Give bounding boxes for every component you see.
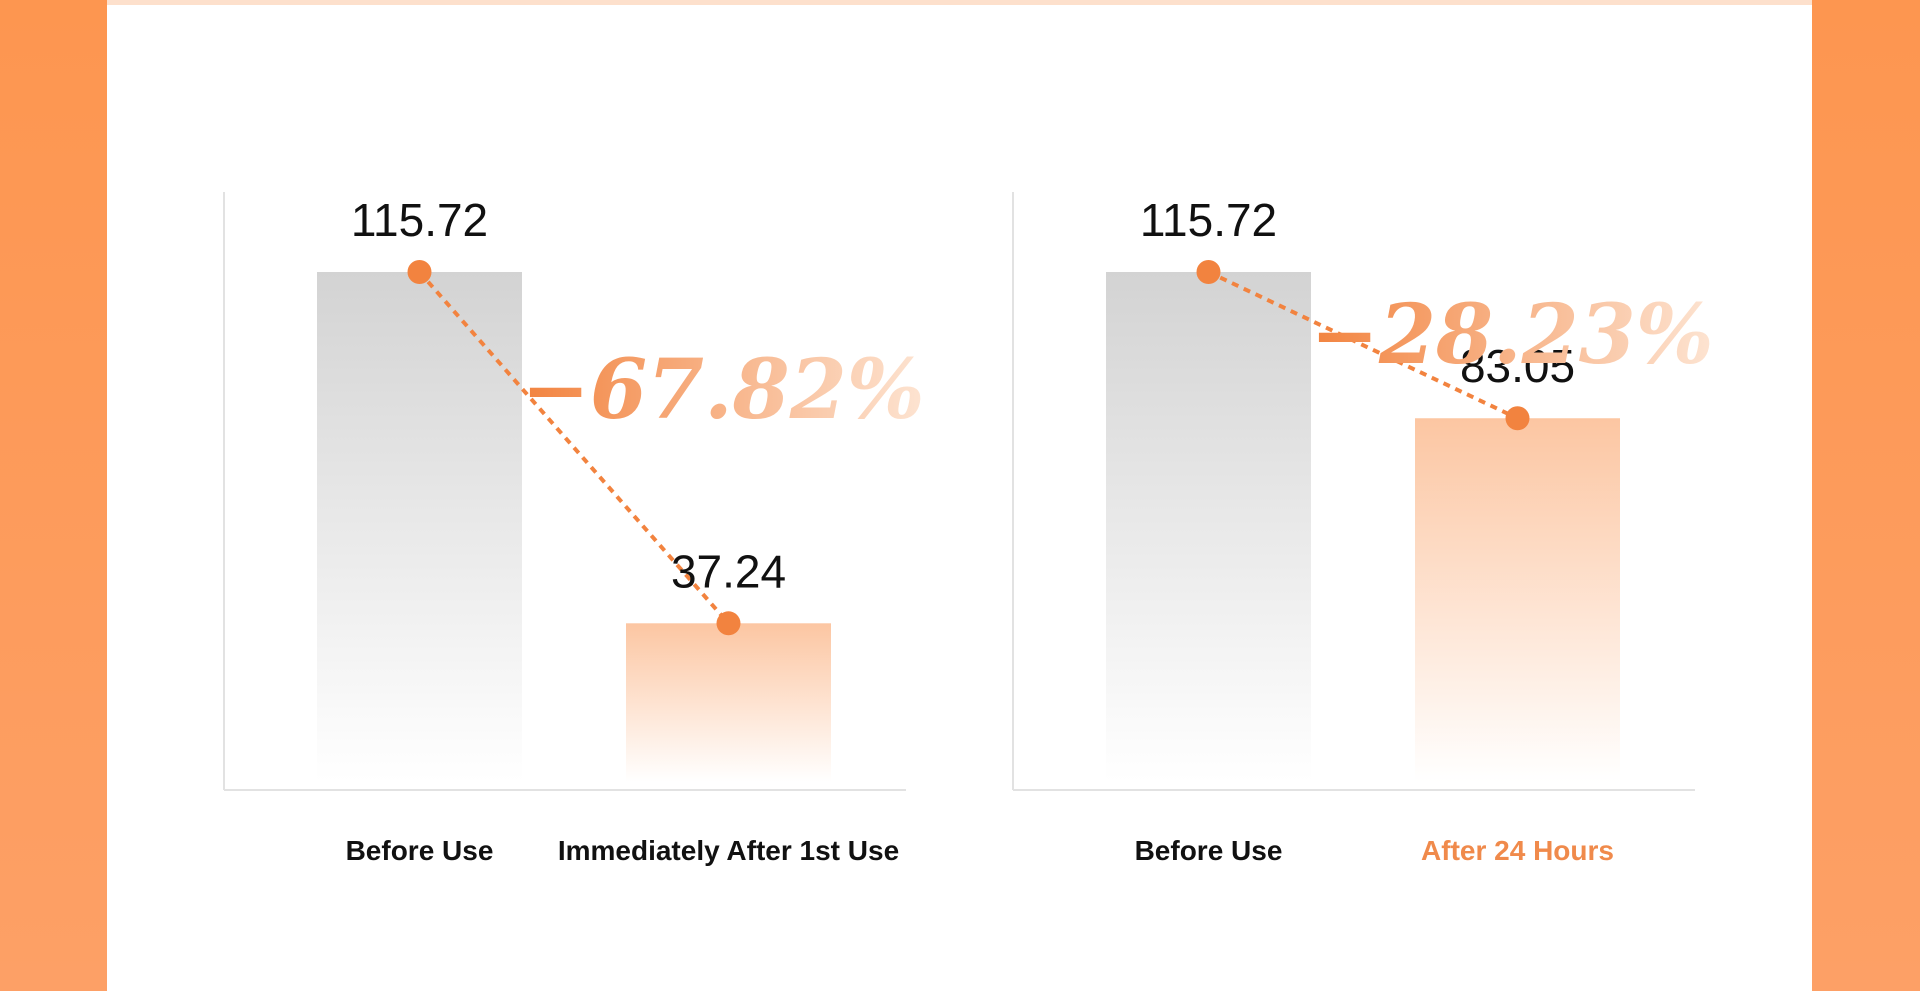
- annotation: −28.23%: [1310, 287, 1713, 383]
- point: [407, 260, 432, 284]
- x-tick-label: After 24 Hours: [1421, 835, 1614, 866]
- value-label: 115.72: [1140, 194, 1277, 246]
- x-tick-label: Before Use: [1135, 835, 1283, 866]
- value-label: 115.72: [351, 194, 488, 246]
- bar: [1415, 418, 1620, 782]
- point: [1505, 406, 1530, 431]
- value-label: 83.05: [1460, 340, 1575, 392]
- bar: [317, 272, 522, 782]
- panel-top-strip: [107, 0, 1812, 5]
- bar: [626, 623, 831, 782]
- bar: [1106, 272, 1311, 782]
- value-label: 37.24: [671, 545, 786, 597]
- x-tick-label: Immediately After 1st Use: [558, 835, 899, 866]
- point: [716, 611, 741, 636]
- annotation: −67.82%: [521, 342, 924, 438]
- point: [1196, 260, 1221, 284]
- x-tick-label: Before Use: [346, 835, 494, 866]
- trend-line: [1207, 270, 1519, 421]
